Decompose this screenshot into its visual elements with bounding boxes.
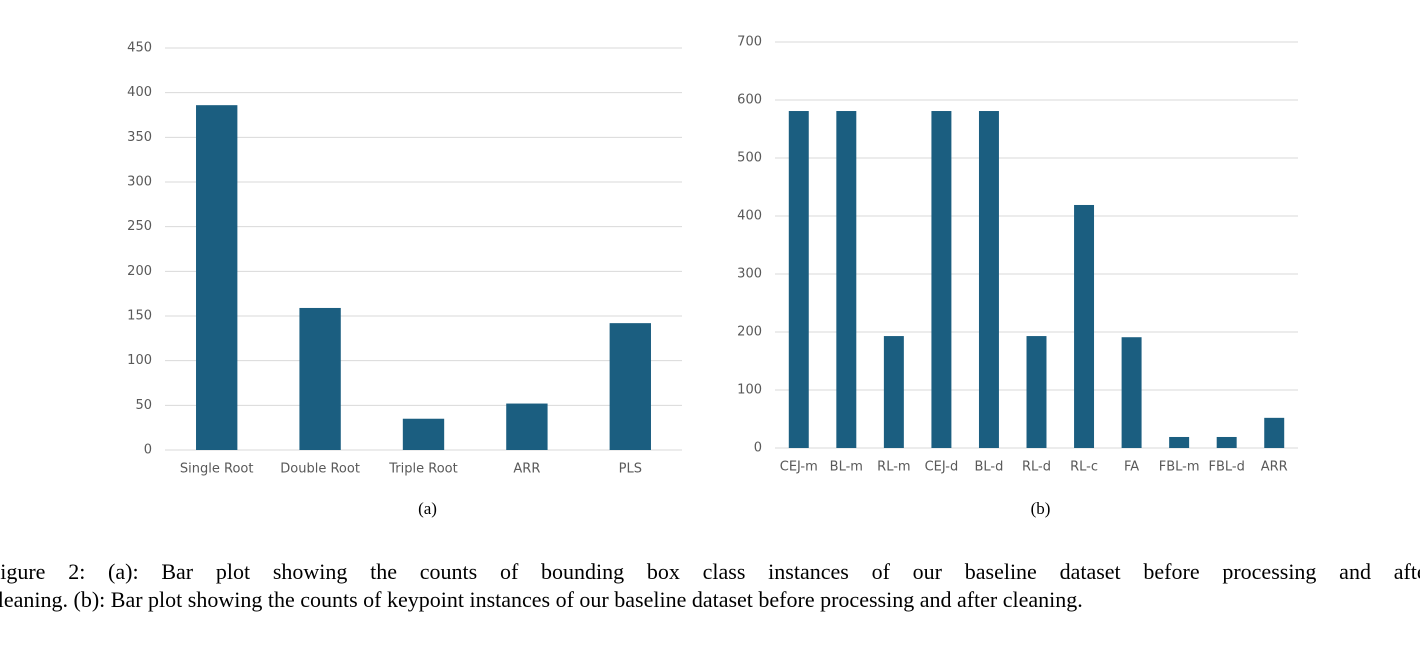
y-tick-label: 500 <box>737 151 762 166</box>
x-tick-label: CEJ-m <box>780 460 818 475</box>
bar <box>609 323 651 450</box>
y-tick-label: 200 <box>127 264 152 279</box>
x-tick-label: BL-d <box>975 460 1004 475</box>
x-tick-label: ARR <box>513 462 540 477</box>
bar <box>1026 336 1047 448</box>
y-tick-label: 400 <box>737 209 762 224</box>
bar <box>1169 436 1190 448</box>
y-tick-label: 300 <box>737 267 762 282</box>
bar <box>299 307 341 450</box>
x-tick-label: ARR <box>1261 460 1288 475</box>
caption-line: Figure 2: (a): Bar plot showing the coun… <box>0 559 1420 584</box>
bar <box>978 111 999 449</box>
bar <box>1264 417 1285 448</box>
subfigure-label: (b) <box>1031 499 1051 518</box>
y-tick-label: 600 <box>737 93 762 108</box>
x-tick-label: RL-m <box>877 460 910 475</box>
y-tick-label: 150 <box>127 309 152 324</box>
x-tick-label: FA <box>1124 460 1139 475</box>
x-tick-label: CEJ-d <box>925 460 959 475</box>
caption: Figure 2: (a): Bar plot showing the coun… <box>0 558 1420 614</box>
bar <box>506 403 548 450</box>
bar <box>931 111 952 449</box>
subfigure-label: (a) <box>418 499 437 518</box>
y-tick-label: 350 <box>127 130 152 145</box>
y-tick-label: 700 <box>737 35 762 50</box>
caption-line: cleaning. (b): Bar plot showing the coun… <box>0 587 1083 612</box>
x-tick-label: Single Root <box>180 462 254 477</box>
x-tick-label: PLS <box>619 462 642 477</box>
y-tick-label: 100 <box>737 383 762 398</box>
bar <box>883 336 904 448</box>
y-tick-label: 450 <box>127 41 152 56</box>
x-tick-label: RL-c <box>1070 460 1098 475</box>
x-tick-label: Triple Root <box>388 462 457 477</box>
bar <box>1216 436 1237 448</box>
x-tick-label: FBL-m <box>1159 460 1200 475</box>
x-tick-label: RL-d <box>1022 460 1051 475</box>
y-tick-label: 200 <box>737 325 762 340</box>
y-tick-label: 400 <box>127 85 152 100</box>
y-tick-label: 250 <box>127 219 152 234</box>
x-tick-label: Double Root <box>280 462 360 477</box>
bar <box>402 418 445 450</box>
y-tick-label: 100 <box>127 353 152 368</box>
y-tick-label: 50 <box>135 398 152 413</box>
bar <box>1121 337 1142 448</box>
bar <box>836 111 857 449</box>
bar <box>1074 204 1095 448</box>
y-tick-label: 0 <box>144 443 152 458</box>
bar <box>788 111 809 449</box>
y-tick-label: 0 <box>754 441 762 456</box>
y-tick-label: 300 <box>127 175 152 190</box>
bar <box>196 105 238 450</box>
x-tick-label: BL-m <box>830 460 863 475</box>
x-tick-label: FBL-d <box>1209 460 1245 475</box>
